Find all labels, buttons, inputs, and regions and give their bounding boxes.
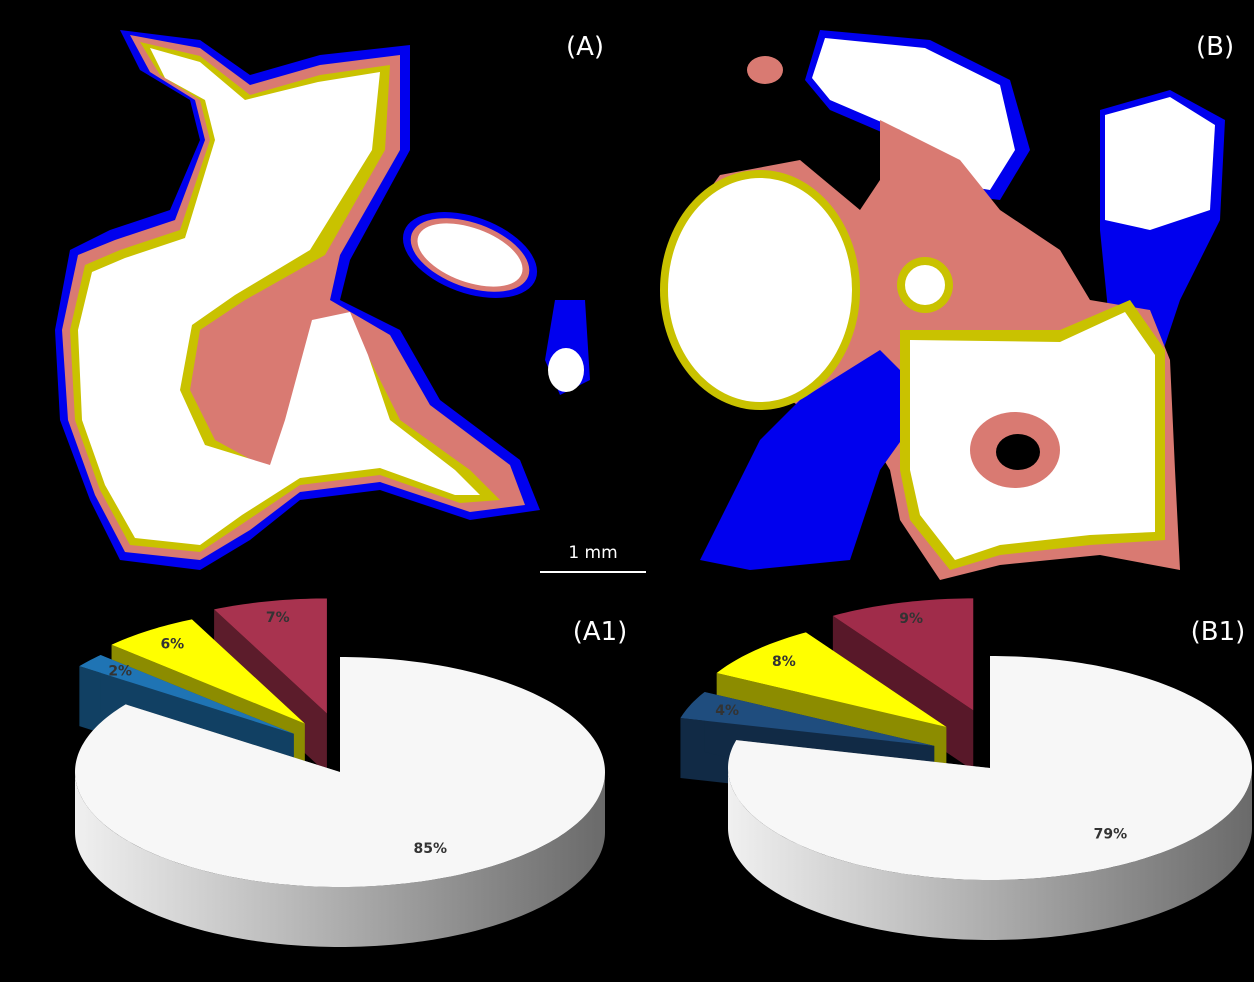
slice-outer-wall bbox=[75, 772, 605, 947]
pie-slice bbox=[728, 656, 1252, 940]
slice-top bbox=[79, 655, 294, 734]
slice-top bbox=[728, 656, 1252, 880]
value-label: 8% bbox=[772, 654, 796, 670]
pie-charts: (A1) 7% 6% 2% 85% (B1) 9% 8% 4% 79% bbox=[75, 598, 1252, 947]
slice-outer-wall bbox=[728, 768, 1252, 940]
value-label: 6% bbox=[160, 636, 184, 652]
value-label: 2% bbox=[108, 663, 132, 679]
pie-slice bbox=[75, 657, 605, 947]
bone-render-a bbox=[55, 30, 590, 570]
scale-bar-label: 1 mm bbox=[568, 543, 617, 563]
value-label: 4% bbox=[715, 703, 739, 719]
slice-top bbox=[111, 619, 305, 724]
value-label: 9% bbox=[899, 611, 923, 627]
panel-label: (B) bbox=[1196, 32, 1234, 62]
chart-title: (B1) bbox=[1191, 617, 1246, 647]
slice-top bbox=[680, 691, 935, 746]
slice-top bbox=[214, 598, 327, 714]
bone-render-b bbox=[660, 30, 1225, 580]
value-label: 85% bbox=[413, 841, 447, 857]
slice-top bbox=[75, 657, 605, 887]
value-label: 7% bbox=[266, 610, 290, 626]
panel-label: (A) bbox=[566, 32, 604, 62]
value-label: 79% bbox=[1094, 826, 1128, 842]
slice-top bbox=[716, 632, 947, 727]
slice-top bbox=[832, 598, 974, 711]
chart-title: (A1) bbox=[573, 617, 628, 647]
